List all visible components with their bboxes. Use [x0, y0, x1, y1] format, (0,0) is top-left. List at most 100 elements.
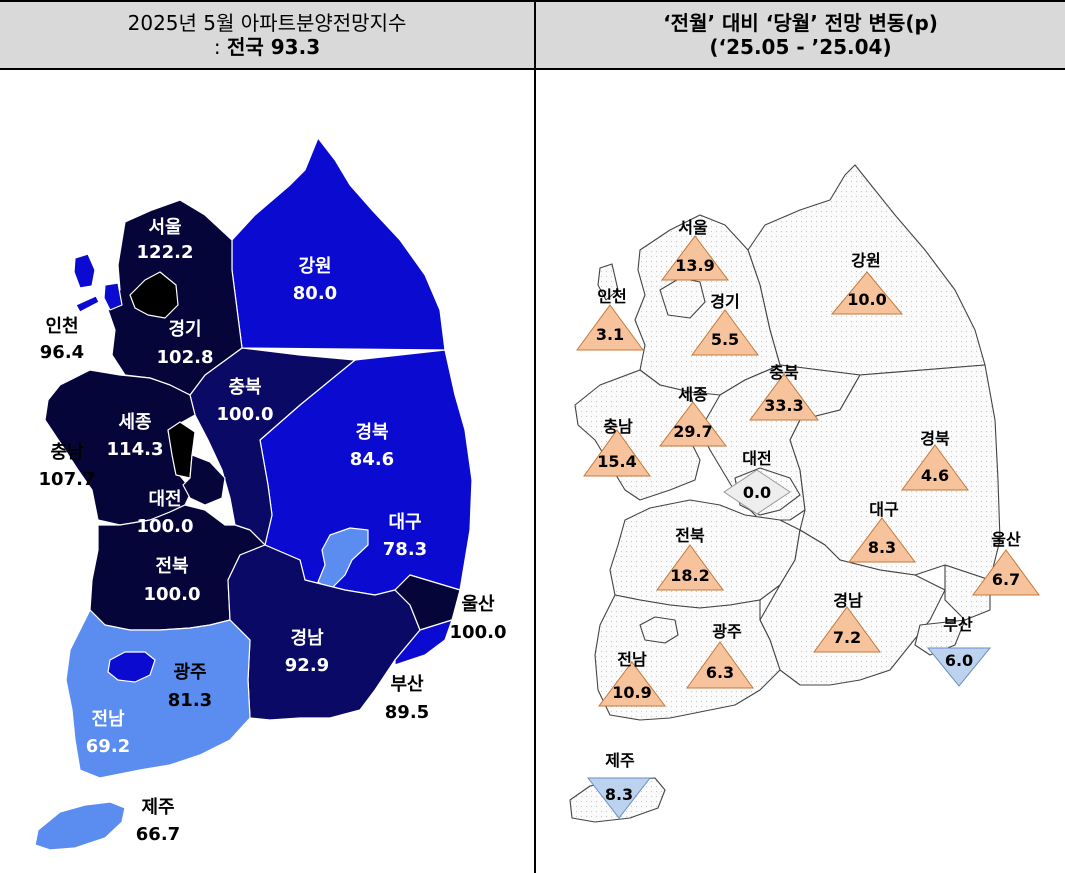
region-seoul	[129, 271, 179, 319]
region-gwangju	[107, 651, 156, 683]
label-gyeonggi-value: 102.8	[157, 347, 214, 368]
region-incheon	[73, 253, 96, 289]
label-daegu-value: 78.3	[383, 539, 427, 560]
label-gyeongnam-value: 92.9	[285, 655, 329, 676]
triangle-jeju	[586, 777, 652, 819]
triangle-gyeongbuk	[901, 444, 969, 491]
label-jeju-value: 66.7	[136, 824, 180, 845]
label-chungnam-value: 107.7	[39, 469, 96, 490]
change-gwangju-value: 6.3	[706, 663, 734, 682]
change-busan-name: 부산	[943, 615, 973, 634]
label-gyeongbuk-name: 경북	[355, 422, 388, 443]
national-index: 전국 93.3	[227, 35, 321, 59]
label-jeonnam-name: 전남	[91, 709, 125, 730]
change-jeonnam-name: 전남	[617, 650, 647, 669]
right-map-labels: 서울 13.9 강원 10.0 인천 3.1 경기 5.5 세종 29.7 충북…	[596, 218, 1021, 804]
change-gangwon-name: 강원	[851, 251, 880, 270]
change-jeonbuk-value: 18.2	[670, 566, 709, 585]
change-sejong-value: 29.7	[673, 422, 712, 441]
outline-gyeongnam	[759, 529, 946, 686]
label-jeonbuk-value: 100.0	[144, 584, 201, 605]
change-gyeongbuk-name: 경북	[920, 429, 950, 448]
change-daejeon-value: 0.0	[743, 483, 771, 502]
change-incheon-value: 3.1	[596, 325, 624, 344]
change-incheon-name: 인천	[597, 287, 626, 306]
label-gwangju-value: 81.3	[168, 690, 212, 711]
label-ulsan-value: 100.0	[450, 622, 507, 643]
triangle-gyeongnam	[813, 606, 881, 653]
label-chungbuk-value: 100.0	[217, 404, 274, 425]
change-daejeon-name: 대전	[742, 449, 771, 468]
triangle-incheon	[576, 304, 644, 351]
header-table: 2025년 5월 아파트분양전망지수 : 전국 93.3 ‘전월’ 대비 ‘당월…	[0, 0, 1065, 70]
change-gangwon-value: 10.0	[847, 290, 886, 309]
header-right-cell: ‘전월’ 대비 ‘당월’ 전망 변동(p) (‘25.05 - ’25.04)	[536, 2, 1065, 68]
outline-gwangju	[639, 616, 679, 644]
label-gyeongbuk-value: 84.6	[350, 449, 394, 470]
triangle-jeonnam	[598, 661, 666, 707]
right-change-map: 서울 13.9 강원 10.0 인천 3.1 경기 5.5 세종 29.7 충북…	[569, 164, 1040, 823]
outline-jeonbuk	[609, 499, 801, 609]
label-gyeongnam-name: 경남	[290, 628, 324, 649]
change-gyeongbuk-value: 4.6	[921, 466, 949, 485]
label-jeonnam-value: 69.2	[86, 736, 130, 757]
change-chungnam-name: 충남	[603, 417, 633, 436]
label-seoul-name: 서울	[148, 217, 181, 238]
change-gyeonggi-value: 5.5	[711, 330, 739, 349]
region-jeju	[34, 801, 126, 851]
region-incheon-islands	[103, 282, 123, 311]
left-index-map: 서울 122.2 인천 96.4 경기 102.8 강원 80.0 충북 100…	[34, 137, 507, 851]
region-incheon-islet	[75, 295, 100, 313]
change-jeonbuk-name: 전북	[675, 526, 705, 545]
change-chungbuk-value: 33.3	[764, 396, 803, 415]
triangle-jeonbuk	[656, 544, 724, 591]
triangle-busan	[926, 647, 992, 687]
region-daegu	[317, 527, 369, 591]
change-chungbuk-name: 충북	[769, 363, 799, 382]
label-jeonbuk-name: 전북	[155, 556, 188, 577]
change-daegu-name: 대구	[869, 500, 899, 519]
change-gyeongnam-name: 경남	[833, 591, 863, 610]
label-daegu-name: 대구	[388, 512, 421, 533]
label-seoul-value: 122.2	[137, 242, 194, 263]
label-chungnam-name: 충남	[50, 442, 84, 463]
triangle-ulsan	[972, 549, 1040, 596]
region-jeonnam	[65, 609, 251, 779]
triangle-gangwon	[830, 271, 904, 315]
change-jeju-name: 제주	[605, 751, 635, 770]
triangle-gwangju	[686, 641, 754, 689]
change-gwangju-name: 광주	[712, 622, 742, 641]
change-gyeonggi-name: 경기	[710, 292, 739, 311]
change-busan-value: 6.0	[945, 651, 973, 670]
header-left-subtitle: : 전국 93.3	[213, 35, 321, 59]
label-chungbuk-name: 충북	[228, 377, 261, 398]
change-seoul-value: 13.9	[675, 256, 714, 275]
header-right-title: ‘전월’ 대비 ‘당월’ 전망 변동(p)	[663, 11, 938, 35]
header-left-title: 2025년 5월 아파트분양전망지수	[127, 11, 407, 35]
region-gangwon	[231, 137, 446, 351]
header-left-cell: 2025년 5월 아파트분양전망지수 : 전국 93.3	[0, 2, 534, 68]
label-jeju-name: 제주	[141, 797, 174, 818]
triangle-gyeonggi	[691, 309, 759, 356]
change-sejong-name: 세종	[678, 385, 708, 404]
region-busan	[394, 619, 453, 666]
label-ulsan-name: 울산	[461, 594, 495, 615]
label-incheon-value: 96.4	[40, 342, 84, 363]
label-incheon-name: 인천	[45, 316, 78, 337]
label-gangwon-value: 80.0	[293, 283, 337, 304]
label-gangwon-name: 강원	[298, 256, 331, 277]
label-sejong-name: 세종	[118, 412, 151, 433]
column-divider	[534, 0, 536, 873]
left-map-labels: 서울 122.2 인천 96.4 경기 102.8 강원 80.0 충북 100…	[39, 217, 507, 845]
label-daejeon-value: 100.0	[137, 516, 194, 537]
triangle-seoul	[661, 235, 729, 281]
triangle-sejong	[659, 401, 727, 447]
label-gwangju-name: 광주	[173, 662, 206, 683]
triangle-chungbuk	[749, 373, 819, 421]
change-jeonnam-value: 10.9	[612, 683, 651, 702]
triangle-chungnam	[583, 429, 651, 477]
change-chungnam-value: 15.4	[597, 452, 636, 471]
right-map-markers	[576, 235, 1040, 819]
triangle-daegu	[848, 517, 916, 563]
triangle-daejeon	[723, 469, 791, 515]
